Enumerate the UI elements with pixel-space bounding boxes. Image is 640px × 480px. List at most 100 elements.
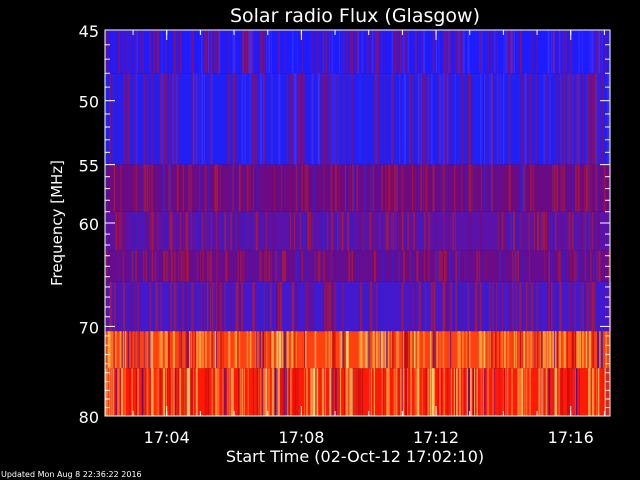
streak [205, 331, 207, 369]
streak [198, 331, 201, 369]
streak [256, 250, 258, 282]
streak [159, 73, 162, 165]
streak [217, 250, 220, 282]
streak [296, 281, 299, 332]
streak [585, 281, 587, 332]
streak [582, 331, 585, 369]
streak [450, 73, 452, 165]
streak [475, 164, 477, 212]
streak [559, 331, 561, 369]
streak [137, 164, 138, 212]
streak [144, 164, 147, 212]
streak [521, 73, 523, 165]
streak [474, 164, 476, 212]
streak [448, 30, 450, 74]
streak [180, 250, 182, 282]
streak [204, 164, 207, 212]
streak [276, 331, 279, 369]
streak [590, 164, 592, 212]
streak [228, 30, 230, 74]
streak [142, 30, 145, 74]
streak [562, 30, 565, 74]
streak [286, 331, 289, 369]
streak [252, 164, 254, 212]
streak [401, 164, 403, 212]
streak [111, 211, 113, 251]
streak [137, 368, 139, 416]
streak [279, 30, 280, 74]
streak [160, 368, 162, 416]
streak [586, 250, 589, 282]
streak [151, 331, 154, 369]
streak [495, 331, 497, 369]
streak [472, 368, 476, 416]
streak [507, 211, 510, 251]
streak [222, 211, 225, 251]
streak [562, 211, 564, 251]
streak [351, 73, 353, 165]
streak [433, 164, 435, 212]
streak [216, 164, 219, 212]
streak [287, 211, 289, 251]
streak [548, 368, 551, 416]
streak [399, 73, 401, 165]
streak [170, 250, 173, 282]
streak [555, 211, 557, 251]
streak [268, 281, 270, 332]
streak [196, 368, 198, 416]
streak [187, 250, 189, 282]
streak [345, 368, 348, 416]
streak [458, 331, 461, 369]
streak [499, 250, 502, 282]
streak [567, 73, 569, 165]
streak [278, 30, 280, 74]
streak [268, 250, 271, 282]
streak [188, 164, 191, 212]
streak [378, 164, 380, 212]
streak [109, 331, 111, 369]
streak [534, 331, 537, 369]
streak [116, 281, 118, 332]
streak [592, 331, 595, 369]
streak [190, 164, 192, 212]
streak [334, 164, 337, 212]
streak [202, 281, 205, 332]
streak [485, 73, 487, 165]
streak [133, 281, 136, 332]
streak [507, 331, 510, 369]
streak [231, 368, 234, 416]
streak [299, 211, 302, 251]
streak [593, 281, 596, 332]
streak [597, 331, 600, 369]
streak [358, 250, 361, 282]
streak [569, 281, 571, 332]
streak [402, 281, 404, 332]
streak [265, 331, 267, 369]
streak [241, 368, 243, 416]
streak [508, 30, 511, 74]
streak [429, 368, 432, 416]
streak [370, 281, 373, 332]
streak [332, 73, 335, 165]
streak [450, 368, 452, 416]
streak [589, 331, 591, 369]
streak [510, 30, 513, 74]
streak [219, 331, 222, 369]
streak [290, 73, 291, 165]
streak [156, 30, 159, 74]
streak [504, 211, 507, 251]
streak [480, 30, 481, 74]
streak [222, 368, 224, 416]
streak [331, 368, 334, 416]
streak [311, 73, 314, 165]
streak [130, 281, 132, 332]
streak [513, 331, 516, 369]
streak [289, 211, 291, 251]
streak [556, 331, 559, 369]
streak [391, 331, 393, 369]
streak [364, 250, 366, 282]
streak [339, 73, 340, 165]
streak [311, 250, 313, 282]
streak [174, 73, 176, 165]
streak [452, 211, 455, 251]
